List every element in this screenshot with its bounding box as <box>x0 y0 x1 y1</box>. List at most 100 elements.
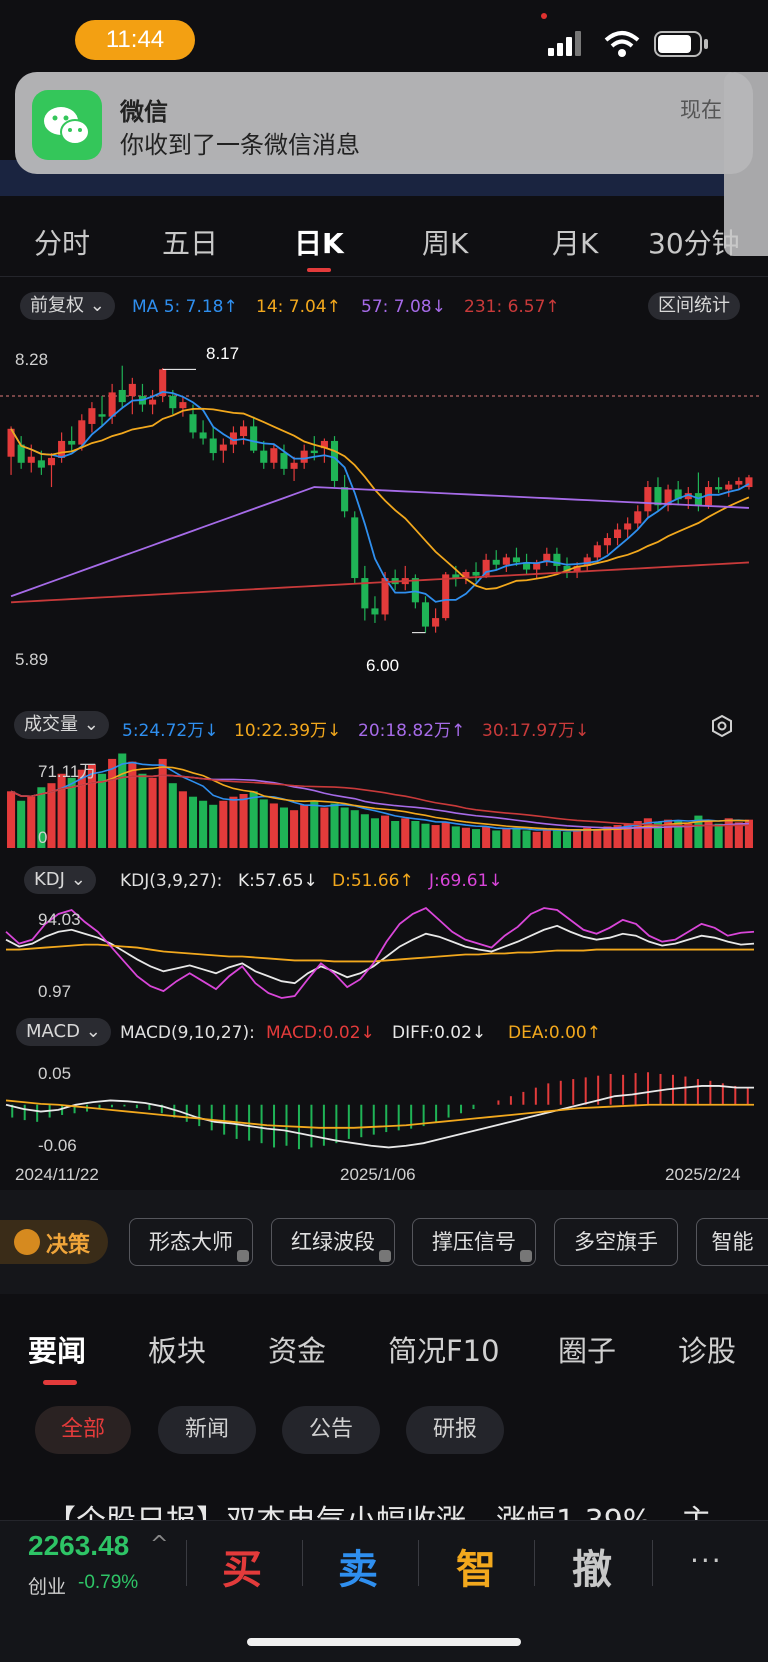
divider <box>302 1540 303 1586</box>
volume-bar <box>350 810 359 848</box>
volume-bar <box>411 820 420 848</box>
candle-body <box>593 545 601 558</box>
divider <box>534 1540 535 1586</box>
divider <box>0 276 768 277</box>
volume-bar <box>532 831 541 848</box>
candle-body <box>704 487 713 506</box>
decision-icon <box>14 1229 40 1255</box>
volume-bar <box>27 796 36 848</box>
volume-selector[interactable]: 成交量 ⌄ <box>14 711 109 739</box>
candle-body <box>128 383 136 397</box>
volume-bar <box>451 826 460 848</box>
ma5-label: MA 5: 7.18↑ <box>132 297 238 317</box>
volume-bar <box>97 773 107 848</box>
macd-diff-line <box>5 1085 754 1149</box>
home-indicator[interactable] <box>247 1638 521 1646</box>
sell-button[interactable]: 卖 <box>338 1547 378 1593</box>
candle-body <box>7 428 15 457</box>
battery-icon <box>654 31 708 57</box>
volume-bar <box>381 815 390 848</box>
candle-body <box>290 462 298 469</box>
candle-body <box>725 484 733 490</box>
news-tab-sectors[interactable]: 板块 <box>148 1334 207 1368</box>
volume-chart[interactable] <box>0 748 768 850</box>
candle-body <box>533 562 541 570</box>
filter-all[interactable]: 全部 <box>35 1406 131 1454</box>
news-tab-diagnosis[interactable]: 诊股 <box>678 1334 737 1368</box>
candle-body <box>482 559 490 576</box>
range-stats-button[interactable]: 区间统计 <box>648 292 740 320</box>
signal-icon <box>548 31 581 56</box>
volume-bar <box>471 829 481 848</box>
volume-bar <box>441 822 450 848</box>
vol-ma10-label: 10:22.39万↓ <box>234 721 342 741</box>
cancel-order-button[interactable]: 撤 <box>572 1547 612 1593</box>
kdj-j-label: J:69.61↓ <box>429 871 503 891</box>
date-end: 2025/2/24 <box>665 1165 741 1184</box>
volume-bar <box>7 791 16 848</box>
index-value[interactable]: 2263.48 <box>28 1530 130 1561</box>
news-tab-headlines[interactable]: 要闻 <box>28 1334 87 1368</box>
red-green-band-button[interactable]: 红绿波段 <box>271 1218 395 1266</box>
volume-bar <box>694 815 703 848</box>
smart-button[interactable]: 智能 <box>696 1218 768 1266</box>
pattern-master-label: 形态大师 <box>149 1230 233 1254</box>
buy-button[interactable]: 买 <box>222 1547 262 1593</box>
chevron-down-icon: ⌄ <box>89 295 105 316</box>
candle-body <box>27 456 35 463</box>
candle-body <box>108 392 116 417</box>
settings-hex-icon[interactable] <box>710 714 734 738</box>
tab-monthly-k[interactable]: 月K <box>552 227 599 260</box>
support-pressure-button[interactable]: 撑压信号 <box>412 1218 536 1266</box>
kdj-selector[interactable]: KDJ ⌄ <box>24 866 96 894</box>
news-tab-f10[interactable]: 简况F10 <box>388 1334 500 1368</box>
ma231-label: 231: 6.57↑ <box>464 297 560 317</box>
candlestick-chart[interactable] <box>0 326 768 696</box>
macd-chart[interactable] <box>0 1056 768 1160</box>
tab-30-min[interactable]: 30分钟 <box>648 227 740 260</box>
volume-bar <box>401 818 410 848</box>
candle-body <box>654 487 662 506</box>
macd-selector[interactable]: MACD ⌄ <box>16 1018 111 1046</box>
notification-banner[interactable] <box>15 72 753 174</box>
volume-bar <box>148 777 157 848</box>
more-icon[interactable]: ··· <box>690 1544 723 1577</box>
chevron-down-icon: ⌄ <box>70 869 86 890</box>
signal-bar <box>0 1190 768 1294</box>
kdj-chart[interactable] <box>0 904 768 1004</box>
pattern-master-button[interactable]: 形态大师 <box>129 1218 253 1266</box>
volume-bar <box>593 829 602 848</box>
tab-five-day[interactable]: 五日 <box>162 227 219 260</box>
candle-body <box>159 369 167 397</box>
decision-button[interactable]: 决策 <box>0 1220 108 1264</box>
chevron-up-icon[interactable]: ^ <box>150 1532 169 1557</box>
recording-dot <box>541 13 547 19</box>
filter-announcement[interactable]: 公告 <box>282 1406 380 1454</box>
volume-bar <box>259 799 268 848</box>
tab-daily-k[interactable]: 日K <box>294 227 344 260</box>
tab-weekly-k[interactable]: 周K <box>422 227 469 260</box>
adjust-selector[interactable]: 前复权 ⌄ <box>20 292 115 320</box>
candle-body <box>512 557 520 563</box>
long-short-flag-button[interactable]: 多空旗手 <box>554 1218 678 1266</box>
candle-body <box>240 426 248 437</box>
news-tab-funds[interactable]: 资金 <box>268 1334 327 1368</box>
volume-label: 成交量 <box>24 714 78 735</box>
candle-body <box>68 440 76 445</box>
candle-body <box>624 523 632 530</box>
volume-bar <box>320 807 329 848</box>
filter-news[interactable]: 新闻 <box>158 1406 256 1454</box>
smart-trade-button[interactable]: 智 <box>456 1547 496 1593</box>
volume-bar <box>188 796 198 848</box>
candle-body <box>78 420 86 445</box>
smart-label: 智能 <box>711 1230 754 1254</box>
tab-intraday[interactable]: 分时 <box>34 227 91 260</box>
candle-body <box>553 553 561 566</box>
volume-bar <box>714 823 723 848</box>
news-tab-circle[interactable]: 圈子 <box>558 1334 617 1368</box>
filter-research[interactable]: 研报 <box>406 1406 504 1454</box>
volume-bar <box>704 820 713 848</box>
volume-bar <box>360 814 369 848</box>
candle-body <box>644 487 652 512</box>
volume-bar <box>17 800 26 848</box>
